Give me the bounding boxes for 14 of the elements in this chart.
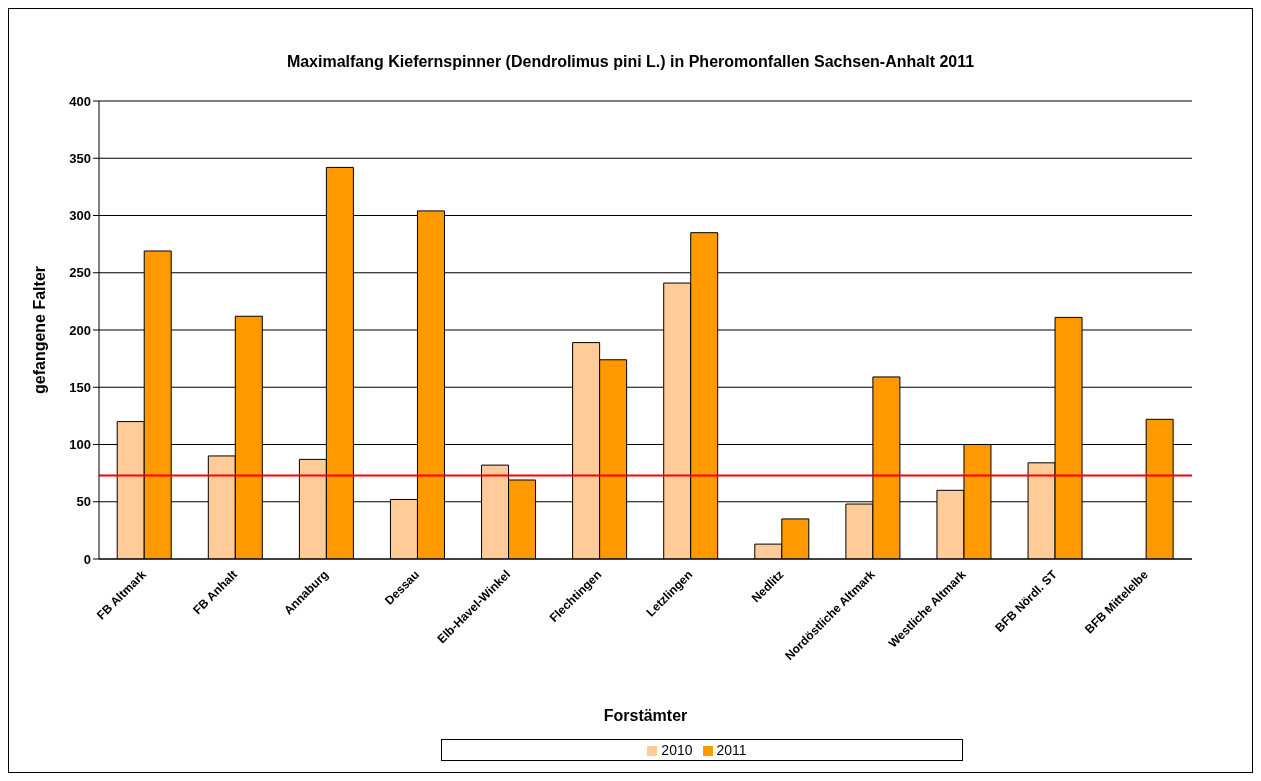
chart-title: Maximalfang Kiefernspinner (Dendrolimus pini L.) in Pheromonfallen Sachsen-Anhalt 2011 xyxy=(285,53,976,72)
legend-label: 2010 xyxy=(661,742,693,758)
x-axis-title: Forstämter xyxy=(603,707,688,724)
y-tick-label: 400 xyxy=(69,93,91,109)
y-tick-label: 350 xyxy=(69,150,91,166)
y-tick-label: 200 xyxy=(69,322,91,338)
y-tick-label: 100 xyxy=(69,437,91,453)
y-tick-label: 50 xyxy=(76,494,91,510)
y-tick-label: 250 xyxy=(69,265,91,281)
y-tick-label: 300 xyxy=(69,208,91,224)
y-axis-title: gefangene Falter xyxy=(30,265,48,395)
legend-label: 2011 xyxy=(716,742,747,758)
y-tick-label: 0 xyxy=(83,551,91,567)
y-tick-label: 150 xyxy=(69,379,91,395)
